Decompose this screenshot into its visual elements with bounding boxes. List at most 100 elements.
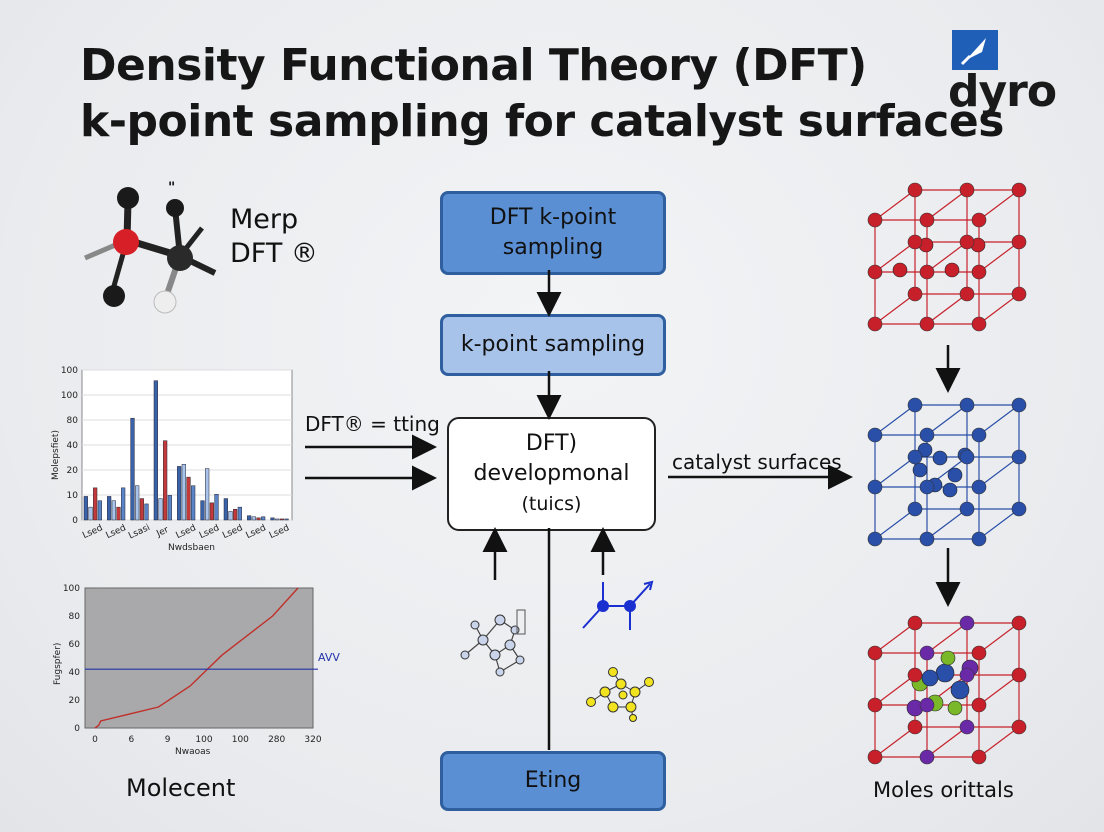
lattice-atom [959,719,975,735]
lattice-bond [926,293,968,325]
lattice-atom [940,650,956,666]
bar-chart: Molepsfiet) Nwdsbaen 0 10 20 40 80 100 100 Lsed… [51,366,293,553]
bar [209,502,214,521]
lattice-atom [907,234,923,250]
bar-ytick-label: 100 [61,366,78,376]
lattice-atom [907,719,923,735]
lattice-atom [867,697,883,713]
page-title: Density Functional Theory (DFT) k-point … [80,38,1004,150]
bar-ytick-label: 40 [67,441,79,451]
bar-xtick-label: Lsed [245,523,268,541]
lattice-atom [919,264,935,280]
caption-bottom-left: Molecent [126,774,236,802]
dipole-icon [582,580,654,630]
lattice-atom [867,645,883,661]
line-xtick-label: 280 [268,735,285,745]
lattice-atom [959,615,975,631]
lattice-atom [1011,449,1027,465]
lattice-bond [926,404,968,436]
lattice-atom [921,669,939,687]
svg-text:": " [168,180,175,196]
bar [111,500,116,521]
lattice-atom [944,262,960,278]
mixed-lattice [867,615,1027,765]
lattice-atom [907,615,923,631]
flow-box1-line1: DFT k-point [489,205,617,230]
bar [270,517,275,521]
lattice-atom [959,667,975,683]
line-chart-xlabel: Nwaoas [175,747,211,757]
bar [256,517,261,521]
lattice-atom [919,212,935,228]
lattice-atom [971,264,987,280]
lattice-atom [912,462,928,478]
lattice-atom [942,482,958,498]
lattice-bond [978,189,1020,221]
left-arrow-label: DFT® = tting [305,412,440,436]
flow-box-center: DFT) developmonal (tuics) [447,417,656,531]
lattice-bond [978,674,1020,706]
bar [275,518,280,521]
flow-box-eting: Eting [440,751,666,811]
bar [181,464,186,521]
lattice-atom [932,450,948,466]
bar-xtick-label: Lsed [105,523,128,541]
lattice-bond [978,404,1020,436]
flow-box1-line2: sampling [502,235,604,260]
bar [93,487,98,521]
lattice-bond [926,189,968,221]
lattice-bond [874,726,916,758]
bar [233,509,238,521]
blue-lattice [867,397,1027,547]
bar-ytick-label: 10 [67,491,79,501]
bar-xtick-label: Lsed [175,523,198,541]
flow-box2-label: k-point sampling [460,332,646,357]
flow-box-bottom-label: Eting [524,768,582,793]
lattice-atom [1011,182,1027,198]
lattice-atom [971,212,987,228]
lattice-atom [917,442,933,458]
lattice-bond [874,404,916,436]
bar-chart-ylabel: Molepsfiet) [51,430,61,480]
title-line-2: k-point sampling for catalyst surfaces [80,96,1004,147]
lattice-bond [978,241,1020,273]
lattice-bond [874,674,916,706]
lattice-atom [907,501,923,517]
lattice-bond [874,456,916,488]
line-xtick-label: 6 [128,735,134,745]
lattice-atom [919,749,935,765]
lattice-atom [907,397,923,413]
bar [200,500,205,521]
bar-xtick-label: Lsed [198,523,221,541]
bar [279,518,284,521]
red-lattice [867,182,1027,332]
lattice-bond [978,456,1020,488]
lattice-atom [867,316,883,332]
brand-logo: dyro [948,30,1058,120]
lattice-bond [874,293,916,325]
logo-text: dyro [948,66,1057,117]
lattice-bond [978,726,1020,758]
lattice-bond [874,241,916,273]
bar [205,468,210,521]
lattice-bond [874,622,916,654]
yellow-cluster-icon [586,667,654,722]
lattice-atom [919,531,935,547]
lattice-atom [971,645,987,661]
lattice-atom [971,697,987,713]
molecule-label-line-1: Merp [230,204,299,235]
lattice-atom [947,467,963,483]
lattice-atom [867,749,883,765]
lattice-atom [867,479,883,495]
lattice-atom [959,501,975,517]
flow-center-line2: developmonal [473,461,630,486]
bar-xtick-label: Jer [154,525,170,540]
molecule-illustration: " [84,180,217,314]
line-ytick-label: 100 [63,584,80,594]
bar [186,476,191,521]
line-chart-ylabel: Fugspfer) [53,643,63,685]
line-ytick-label: 20 [69,696,81,706]
bar [261,516,266,521]
bar-ytick-label: 100 [61,391,78,401]
molecule-label: Merp DFT ® [230,203,318,271]
